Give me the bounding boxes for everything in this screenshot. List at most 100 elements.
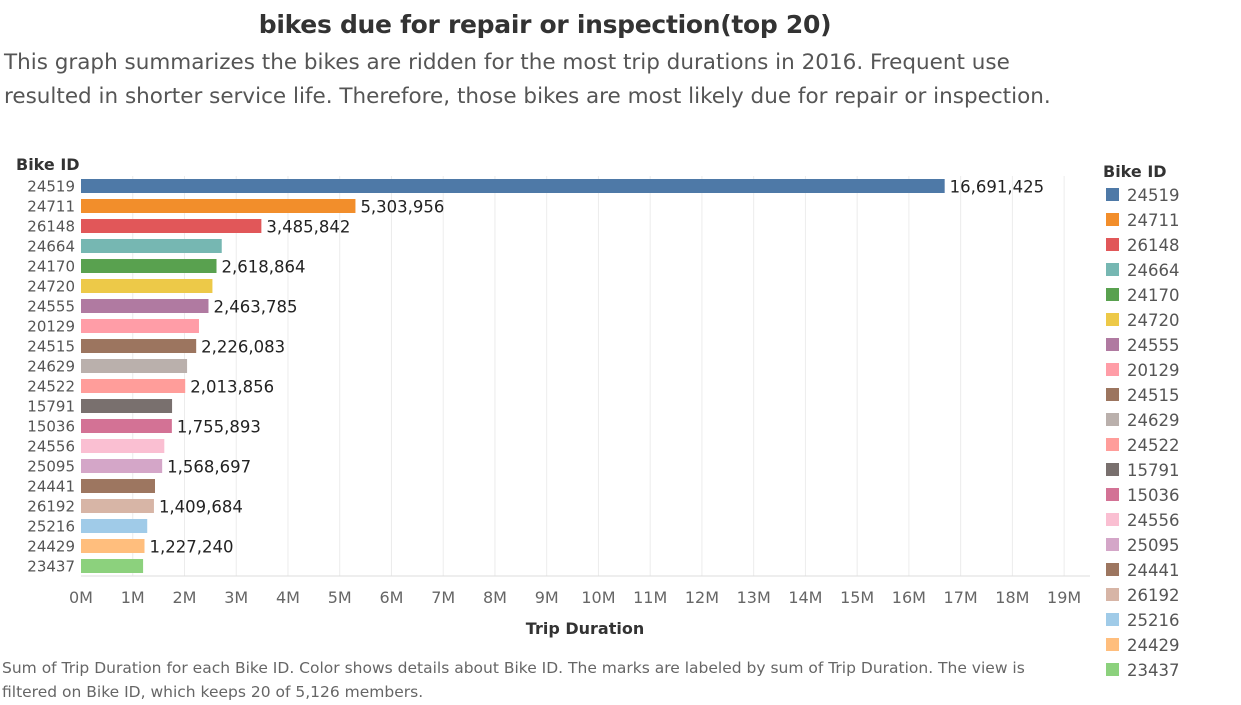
chart-title: bikes due for repair or inspection(top 2… [258, 10, 832, 39]
x-tick-label: 17M [944, 588, 978, 607]
x-tick-label: 9M [535, 588, 559, 607]
legend-label[interactable]: 26192 [1127, 586, 1180, 605]
row-label: 15036 [27, 418, 75, 436]
data-label: 2,463,785 [213, 298, 297, 317]
data-label: 1,755,893 [177, 418, 261, 437]
legend-label[interactable]: 20129 [1127, 361, 1180, 380]
legend-label[interactable]: 25216 [1127, 611, 1180, 630]
bar-24711[interactable] [81, 199, 356, 213]
legend-label[interactable]: 24720 [1127, 311, 1180, 330]
data-label: 16,691,425 [950, 178, 1044, 197]
legend-label[interactable]: 23437 [1127, 661, 1180, 680]
bar-25216[interactable] [81, 519, 148, 533]
bar-26192[interactable] [81, 499, 154, 513]
legend-label[interactable]: 24711 [1127, 211, 1180, 230]
legend-swatch[interactable] [1106, 438, 1119, 451]
legend-label[interactable]: 25095 [1127, 536, 1180, 555]
data-label: 1,568,697 [167, 458, 251, 477]
gridlines [81, 176, 1090, 577]
bar-24515[interactable] [81, 339, 197, 353]
bar-24429[interactable] [81, 539, 145, 553]
legend-label[interactable]: 15036 [1127, 486, 1180, 505]
x-tick-label: 13M [737, 588, 771, 607]
row-label: 26192 [27, 498, 75, 516]
row-label: 20129 [27, 318, 75, 336]
legend-label[interactable]: 26148 [1127, 236, 1180, 255]
row-label: 24170 [27, 258, 75, 276]
bar-15791[interactable] [81, 399, 173, 413]
x-tick-label: 15M [840, 588, 874, 607]
legend-swatch[interactable] [1106, 413, 1119, 426]
bar-24522[interactable] [81, 379, 186, 393]
bar-15036[interactable] [81, 419, 172, 433]
bar-24555[interactable] [81, 299, 209, 313]
x-tick-label: 4M [276, 588, 300, 607]
bar-24664[interactable] [81, 239, 222, 253]
legend-label[interactable]: 24629 [1127, 411, 1180, 430]
legend-swatch[interactable] [1106, 488, 1119, 501]
data-label: 1,227,240 [150, 538, 234, 557]
legend-swatch[interactable] [1106, 388, 1119, 401]
legend-swatch[interactable] [1106, 313, 1119, 326]
legend-label[interactable]: 15791 [1127, 461, 1180, 480]
bar-24629[interactable] [81, 359, 188, 373]
row-label: 26148 [27, 218, 75, 236]
bar-24720[interactable] [81, 279, 213, 293]
bar-23437[interactable] [81, 559, 144, 573]
legend-swatch[interactable] [1106, 663, 1119, 676]
bar-24519[interactable] [81, 179, 945, 193]
x-tick-label: 5M [328, 588, 352, 607]
legend-items[interactable]: 24519 24711 26148 24664 24170 24720 24555 20129… [1106, 186, 1180, 680]
row-label: 24556 [27, 438, 75, 456]
legend-swatch[interactable] [1106, 463, 1119, 476]
legend-label[interactable]: 24555 [1127, 336, 1180, 355]
legend-label[interactable]: 24519 [1127, 186, 1180, 205]
row-label: 25095 [27, 458, 75, 476]
data-label: 1,409,684 [159, 498, 243, 517]
legend-label[interactable]: 24429 [1127, 636, 1180, 655]
legend-label[interactable]: 24522 [1127, 436, 1180, 455]
legend-swatch[interactable] [1106, 588, 1119, 601]
row-label: 24629 [27, 358, 75, 376]
bar-24441[interactable] [81, 479, 155, 493]
legend-swatch[interactable] [1106, 288, 1119, 301]
x-tick-label: 10M [581, 588, 615, 607]
legend-swatch[interactable] [1106, 613, 1119, 626]
bar-25095[interactable] [81, 459, 163, 473]
legend-swatch[interactable] [1106, 238, 1119, 251]
x-tick-label: 12M [685, 588, 719, 607]
x-tick-label: 11M [633, 588, 667, 607]
bar-24170[interactable] [81, 259, 217, 273]
bar-26148[interactable] [81, 219, 262, 233]
legend-label[interactable]: 24441 [1127, 561, 1180, 580]
legend-label[interactable]: 24170 [1127, 286, 1180, 305]
legend-swatch[interactable] [1106, 563, 1119, 576]
legend-swatch[interactable] [1106, 263, 1119, 276]
row-label: 24555 [27, 298, 75, 316]
data-labels: 16,691,425 5,303,956 3,485,842 2,618,864 2,4… [150, 178, 1045, 557]
row-label: 24515 [27, 338, 75, 356]
legend-swatch[interactable] [1106, 538, 1119, 551]
legend-label[interactable]: 24515 [1127, 386, 1180, 405]
legend-label[interactable]: 24556 [1127, 511, 1180, 530]
legend[interactable]: Bike ID 24519247112614824664241702472024… [1103, 162, 1180, 680]
legend-swatch[interactable] [1106, 638, 1119, 651]
legend-swatch[interactable] [1106, 338, 1119, 351]
legend-swatch[interactable] [1106, 363, 1119, 376]
legend-swatch[interactable] [1106, 213, 1119, 226]
legend-label[interactable]: 24664 [1127, 261, 1180, 280]
data-label: 2,618,864 [222, 258, 306, 277]
legend-swatch[interactable] [1106, 188, 1119, 201]
data-label: 2,013,856 [190, 378, 274, 397]
bar-24556[interactable] [81, 439, 165, 453]
bar-20129[interactable] [81, 319, 199, 333]
row-label: 24720 [27, 278, 75, 296]
x-tick-label: 6M [379, 588, 403, 607]
x-tick-label: 16M [892, 588, 926, 607]
x-axis-title: Trip Duration [526, 619, 644, 638]
legend-swatch[interactable] [1106, 513, 1119, 526]
x-tick-label: 14M [788, 588, 822, 607]
chart-caption: Sum of Trip Duration for each Bike ID. C… [2, 659, 1025, 701]
chart-subtitle: This graph summarizes the bikes are ridd… [4, 50, 1051, 109]
